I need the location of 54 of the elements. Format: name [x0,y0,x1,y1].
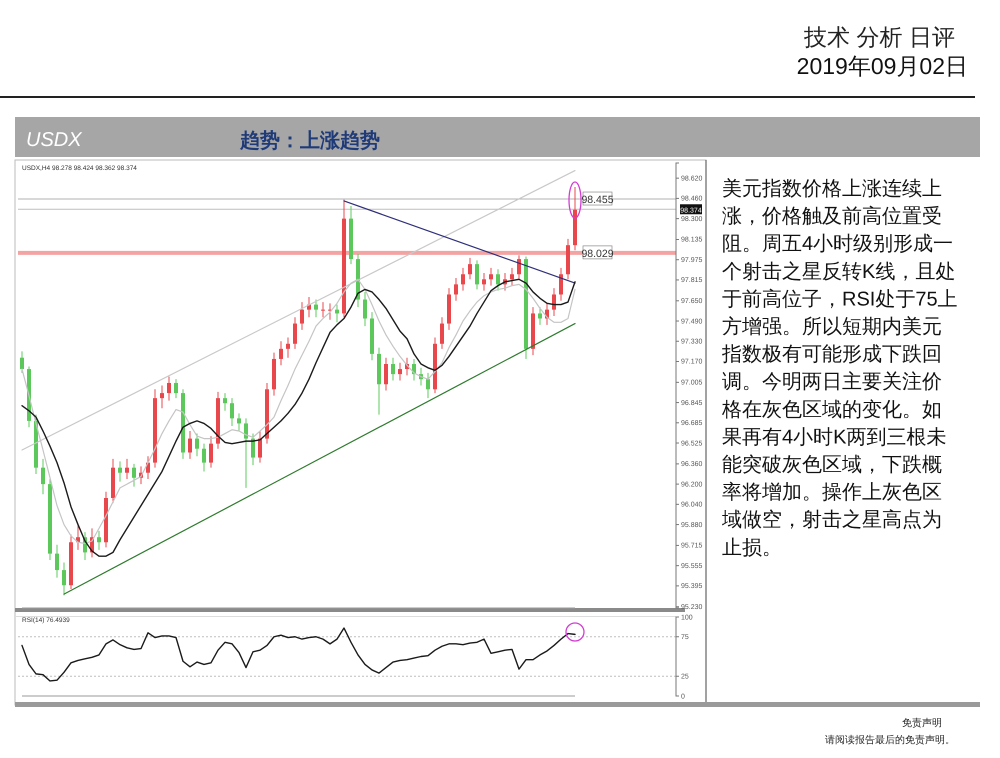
candlestick [475,260,479,290]
candlestick [97,530,101,550]
candlestick [440,316,444,350]
ref-line-label: 98.029 [581,248,614,260]
candlestick [244,418,248,488]
candlestick [391,357,395,381]
candlestick [559,267,563,302]
text: 2019年09月02日 [796,53,968,79]
candlestick [321,302,325,318]
candlestick [454,278,458,302]
candlestick [160,385,164,409]
candlestick [202,443,206,472]
candlestick [426,372,430,399]
candlestick [125,458,129,480]
candlestick [363,291,367,327]
candlestick [258,430,262,464]
candlestick [174,378,178,399]
candlestick [300,302,304,330]
candlestick [188,430,192,460]
candlestick [251,433,255,466]
candlestick [279,340,283,366]
candlestick [132,463,136,488]
candlestick [55,544,59,578]
candlestick [20,350,24,374]
text: 美元指数价格上涨连续上涨，价格触及前高位置受阻。周五4小时级别形成一个射击之星反转K线，且处于前高位子，RSI处于75上方增强。所以短期内美元指数极有可能形成下跌回调。今明两日主要关注价格在灰色区域的变化。如果再有4小时K两到三根未能突破灰色区域，下跌概率将增加。操作上灰色区域做空，射击之星高点为止损。 [722,178,958,559]
candlestick [496,268,500,292]
text: 技术 分析 日评 [803,24,955,50]
chart-title: USDX [26,129,82,151]
candlestick [314,299,318,318]
candlestick [167,376,171,402]
text: 免责声明 [902,717,942,729]
candlestick [118,460,122,482]
candlestick [461,267,465,292]
candlestick [517,254,521,280]
candlestick [62,562,66,596]
chart-subtitle: 趋势：上涨趋势 [239,128,380,152]
candlestick [209,436,213,468]
candlestick [286,336,290,358]
candlestick [41,458,45,495]
candlestick [489,267,493,286]
candlestick [223,392,227,412]
ref-line-label: 98.455 [581,194,614,206]
candlestick [482,272,486,292]
candlestick [335,304,339,323]
candlestick [538,306,542,326]
candlestick [195,433,199,457]
candlestick [398,362,402,381]
candlestick [510,267,514,286]
candlestick [293,316,297,350]
candlestick [384,357,388,392]
candlestick [237,412,241,432]
text: 请阅读报告最后的免责声明。 [825,734,955,746]
candlestick [230,398,234,426]
candlestick [468,257,472,280]
